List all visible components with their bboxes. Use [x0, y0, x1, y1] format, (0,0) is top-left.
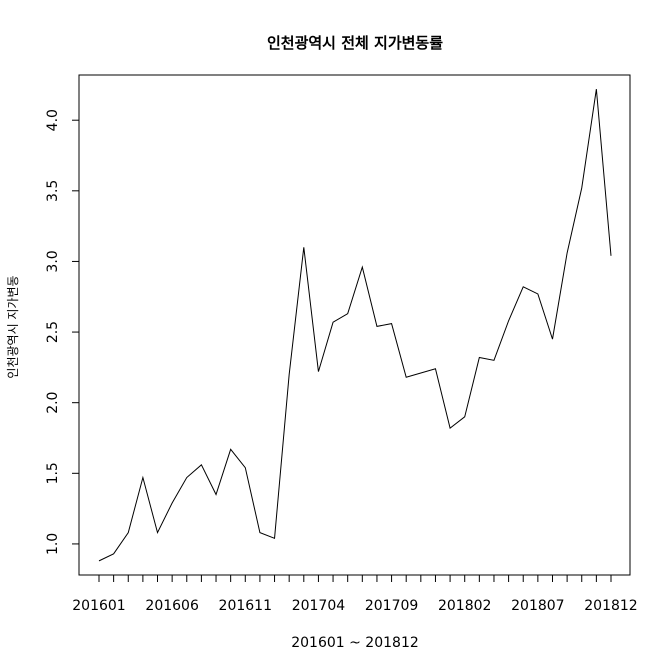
chart-title: 인천광역시 전체 지가변동률: [267, 34, 443, 52]
x-tick-label: 201611: [219, 598, 272, 614]
y-tick-label: 3.5: [45, 180, 61, 202]
x-tick-label: 201807: [511, 598, 564, 614]
y-tick-label: 2.5: [45, 321, 61, 343]
x-tick-label: 201802: [438, 598, 491, 614]
x-tick-label: 201812: [584, 598, 637, 614]
plot-frame: [78, 74, 631, 576]
y-tick-label: 1.5: [45, 462, 61, 484]
y-axis-label: 인천광역시 지가변동: [5, 275, 20, 378]
series-line: [98, 89, 612, 562]
x-axis-label: 201601 ~ 201812: [291, 635, 419, 651]
y-tick-label: 1.0: [45, 533, 61, 555]
y-tick-label: 3.0: [45, 250, 61, 272]
y-axis: 1.0 1.5 2.0 2.5 3.0 3.5 4.0: [45, 109, 80, 555]
y-tick-label: 2.0: [45, 392, 61, 414]
x-axis: 201601 201606 201611 201704 201709 201802 2018…: [72, 574, 638, 614]
y-tick-label: 4.0: [45, 109, 61, 131]
x-tick-label: 201709: [365, 598, 418, 614]
x-tick-label: 201606: [145, 598, 199, 614]
x-tick-label: 201704: [292, 598, 346, 614]
x-tick-label: 201601: [72, 598, 125, 614]
